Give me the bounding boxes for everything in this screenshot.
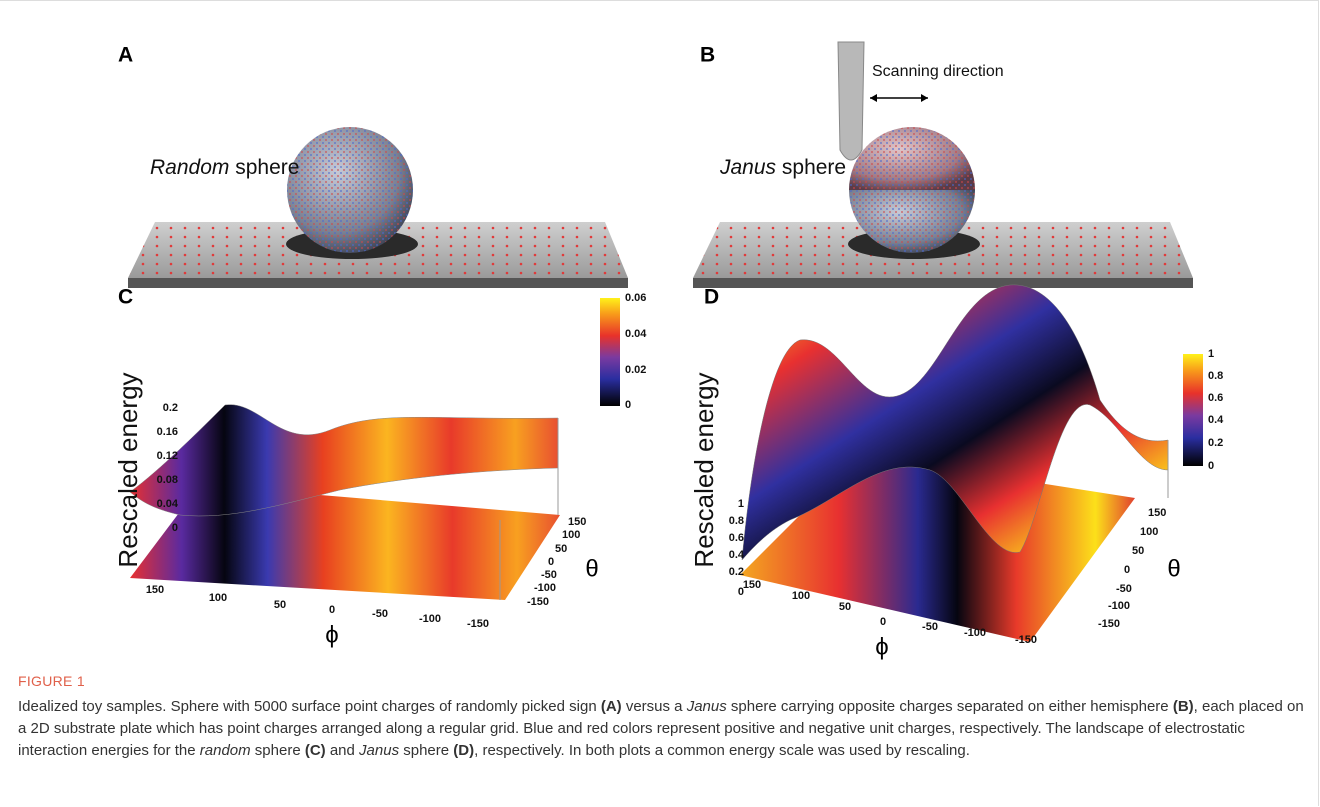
xtick-label: -150 (467, 618, 489, 630)
scan-label: Scanning direction (872, 63, 1004, 80)
text: sphere (251, 742, 305, 759)
sphere-label: Random sphere (150, 156, 299, 179)
colorbar-tick-label: 0.06 (625, 292, 646, 304)
probe (838, 42, 864, 160)
sphere-emphasis: Janus (719, 156, 777, 179)
xtick-label: -50 (922, 621, 938, 633)
ytick-label: -100 (1108, 600, 1130, 612)
xtick-label: -100 (964, 627, 986, 639)
colorbar (1183, 354, 1203, 466)
ytick-label: 50 (555, 543, 567, 555)
colorbar-tick-label: 1 (1208, 348, 1214, 360)
colorbar-tick-label: 0.02 (625, 364, 646, 376)
colorbar-tick-label: 0 (1208, 460, 1214, 472)
plate-edge (693, 278, 1193, 288)
sphere-rest: sphere (782, 156, 846, 179)
colorbar-tick-label: 0.8 (1208, 370, 1223, 382)
caption-text: Idealized toy samples. Sphere with 5000 … (18, 696, 1308, 762)
sphere-charges (287, 127, 413, 253)
ytick-label: -150 (527, 596, 549, 608)
emphasis: random (200, 742, 251, 759)
panel-label: B (700, 44, 715, 67)
xtick-label: 50 (274, 599, 286, 611)
emphasis: Janus (687, 698, 727, 715)
ref: (C) (305, 742, 326, 759)
y-axis-label: θ (585, 555, 598, 582)
sphere-label: Janus sphere (719, 156, 846, 179)
x-axis-label: ϕ (875, 633, 888, 660)
panel-label: D (704, 286, 719, 309)
caption: FIGURE 1 Idealized toy samples. Sphere w… (18, 670, 1308, 762)
text: Idealized toy samples. Sphere with 5000 … (18, 698, 601, 715)
ztick-label: 0.12 (157, 450, 178, 462)
ytick-label: 0 (1124, 564, 1130, 576)
colorbar-tick-label: 0 (625, 399, 631, 411)
emphasis: Janus (359, 742, 399, 759)
text: sphere (399, 742, 453, 759)
ztick-label: 0.2 (163, 402, 178, 414)
ytick-label: 100 (562, 529, 580, 541)
ztick-label: 0.4 (729, 549, 745, 561)
xtick-label: -150 (1015, 634, 1037, 646)
z-axis-label: Rescaled energy (113, 372, 143, 567)
xtick-label: 0 (329, 604, 335, 616)
text: and (326, 742, 359, 759)
ytick-label: 0 (548, 556, 554, 568)
sphere-charges (849, 127, 975, 253)
xtick-label: 150 (743, 579, 761, 591)
text: sphere carrying opposite charges separat… (727, 698, 1173, 715)
x-axis-label: ϕ (325, 621, 338, 648)
y-axis-label: θ (1167, 555, 1180, 582)
ztick-label: 0.16 (157, 426, 178, 438)
xtick-label: -100 (419, 613, 441, 625)
ztick-label: 0.6 (729, 532, 744, 544)
colorbar-tick-label: 0.4 (1208, 414, 1224, 426)
ref: (B) (1173, 698, 1194, 715)
xtick-label: -50 (372, 608, 388, 620)
ztick-label: 0.08 (157, 474, 178, 486)
ztick-label: 0 (172, 522, 178, 534)
ytick-label: 100 (1140, 526, 1158, 538)
xtick-label: 150 (146, 584, 164, 596)
ztick-label: 0.8 (729, 515, 744, 527)
xtick-label: 0 (880, 616, 886, 628)
xtick-label: 100 (792, 590, 810, 602)
xtick-label: 50 (839, 601, 851, 613)
ref: (A) (601, 698, 622, 715)
ytick-label: 150 (1148, 507, 1166, 519)
ztick-label: 0.2 (729, 566, 744, 578)
page: A Random sphere B Scanning direction Jan… (0, 0, 1320, 807)
plate-edge (128, 278, 628, 288)
panel-label: A (118, 44, 133, 67)
xtick-label: 100 (209, 592, 227, 604)
colorbar-tick-label: 0.6 (1208, 392, 1223, 404)
text: , respectively. In both plots a common e… (474, 742, 970, 759)
caption-heading: FIGURE 1 (18, 670, 1308, 692)
z-axis-label: Rescaled energy (689, 372, 719, 567)
panel-label: C (118, 286, 133, 309)
ytick-label: -100 (534, 582, 556, 594)
colorbar (600, 298, 620, 406)
ytick-label: -150 (1098, 618, 1120, 630)
ztick-label: 1 (738, 498, 744, 510)
ztick-label: 0.04 (157, 498, 179, 510)
ytick-label: 150 (568, 516, 586, 528)
text: versus a (622, 698, 687, 715)
ref: (D) (453, 742, 474, 759)
sphere-emphasis: Random (150, 156, 229, 179)
ytick-label: 50 (1132, 545, 1144, 557)
colorbar-tick-label: 0.04 (625, 328, 647, 340)
ytick-label: -50 (1116, 583, 1132, 595)
ytick-label: -50 (541, 569, 557, 581)
sphere-rest: sphere (235, 156, 299, 179)
figure: A Random sphere B Scanning direction Jan… (0, 0, 1320, 660)
colorbar-tick-label: 0.2 (1208, 437, 1223, 449)
